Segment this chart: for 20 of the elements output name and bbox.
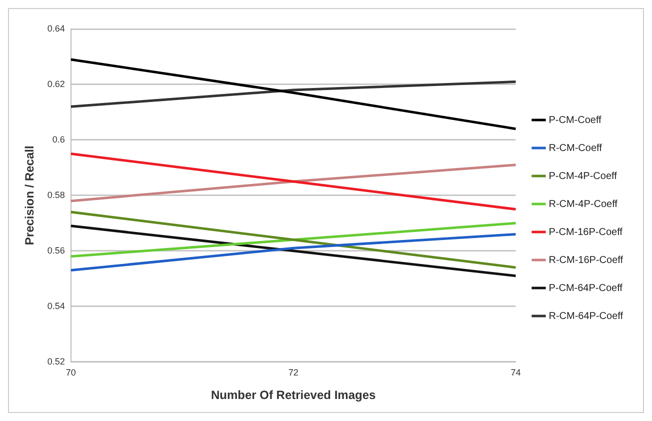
y-tick-label: 0.54 bbox=[47, 300, 65, 311]
legend-label: P-CM-64P-Coeff bbox=[548, 282, 623, 294]
y-tick-label: 0.62 bbox=[47, 78, 65, 89]
y-tick-label: 0.56 bbox=[47, 245, 65, 256]
x-axis-title: Number Of Retrieved Images bbox=[210, 388, 376, 402]
legend-label: R-CM-Coeff bbox=[548, 142, 602, 154]
legend-label: P-CM-16P-Coeff bbox=[548, 226, 623, 238]
legend-label: R-CM-4P-Coeff bbox=[548, 198, 618, 210]
legend-label: R-CM-64P-Coeff bbox=[548, 310, 624, 322]
y-tick-label: 0.6 bbox=[52, 134, 65, 144]
y-axis-title: Precision / Recall bbox=[22, 146, 37, 246]
x-tick-label: 70 bbox=[66, 368, 76, 378]
x-tick-label: 74 bbox=[510, 368, 521, 378]
y-tick-label: 0.52 bbox=[47, 356, 65, 366]
y-tick-label: 0.58 bbox=[47, 190, 65, 200]
y-tick-label: 0.64 bbox=[47, 23, 65, 34]
legend-label: R-CM-16P-Coeff bbox=[548, 254, 624, 266]
legend-label: P-CM-4P-Coeff bbox=[548, 170, 618, 182]
legend-label: P-CM-Coeff bbox=[548, 114, 602, 126]
x-tick-label: 72 bbox=[288, 368, 298, 378]
